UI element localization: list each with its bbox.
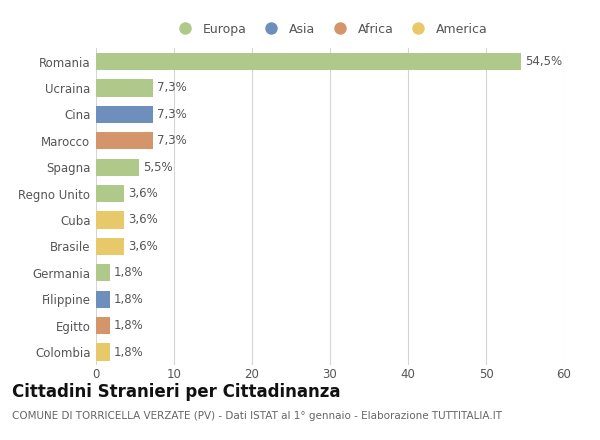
- Bar: [96, 158, 139, 176]
- Legend: Europa, Asia, Africa, America: Europa, Asia, Africa, America: [172, 23, 488, 36]
- Text: 7,3%: 7,3%: [157, 134, 187, 147]
- Bar: [96, 211, 124, 229]
- Text: 54,5%: 54,5%: [525, 55, 562, 68]
- Text: Cittadini Stranieri per Cittadinanza: Cittadini Stranieri per Cittadinanza: [12, 383, 341, 401]
- Text: 1,8%: 1,8%: [114, 293, 143, 306]
- Bar: [96, 317, 110, 334]
- Bar: [96, 264, 110, 282]
- Bar: [96, 132, 153, 149]
- Bar: [96, 343, 110, 361]
- Bar: [96, 185, 124, 202]
- Bar: [96, 238, 124, 255]
- Text: 7,3%: 7,3%: [157, 81, 187, 95]
- Text: 3,6%: 3,6%: [128, 187, 158, 200]
- Bar: [96, 106, 153, 123]
- Bar: [96, 53, 521, 70]
- Text: 7,3%: 7,3%: [157, 108, 187, 121]
- Text: 1,8%: 1,8%: [114, 319, 143, 332]
- Text: 3,6%: 3,6%: [128, 213, 158, 227]
- Text: 1,8%: 1,8%: [114, 345, 143, 359]
- Text: COMUNE DI TORRICELLA VERZATE (PV) - Dati ISTAT al 1° gennaio - Elaborazione TUTT: COMUNE DI TORRICELLA VERZATE (PV) - Dati…: [12, 411, 502, 422]
- Text: 3,6%: 3,6%: [128, 240, 158, 253]
- Text: 1,8%: 1,8%: [114, 266, 143, 279]
- Bar: [96, 290, 110, 308]
- Text: 5,5%: 5,5%: [143, 161, 172, 174]
- Bar: [96, 79, 153, 96]
